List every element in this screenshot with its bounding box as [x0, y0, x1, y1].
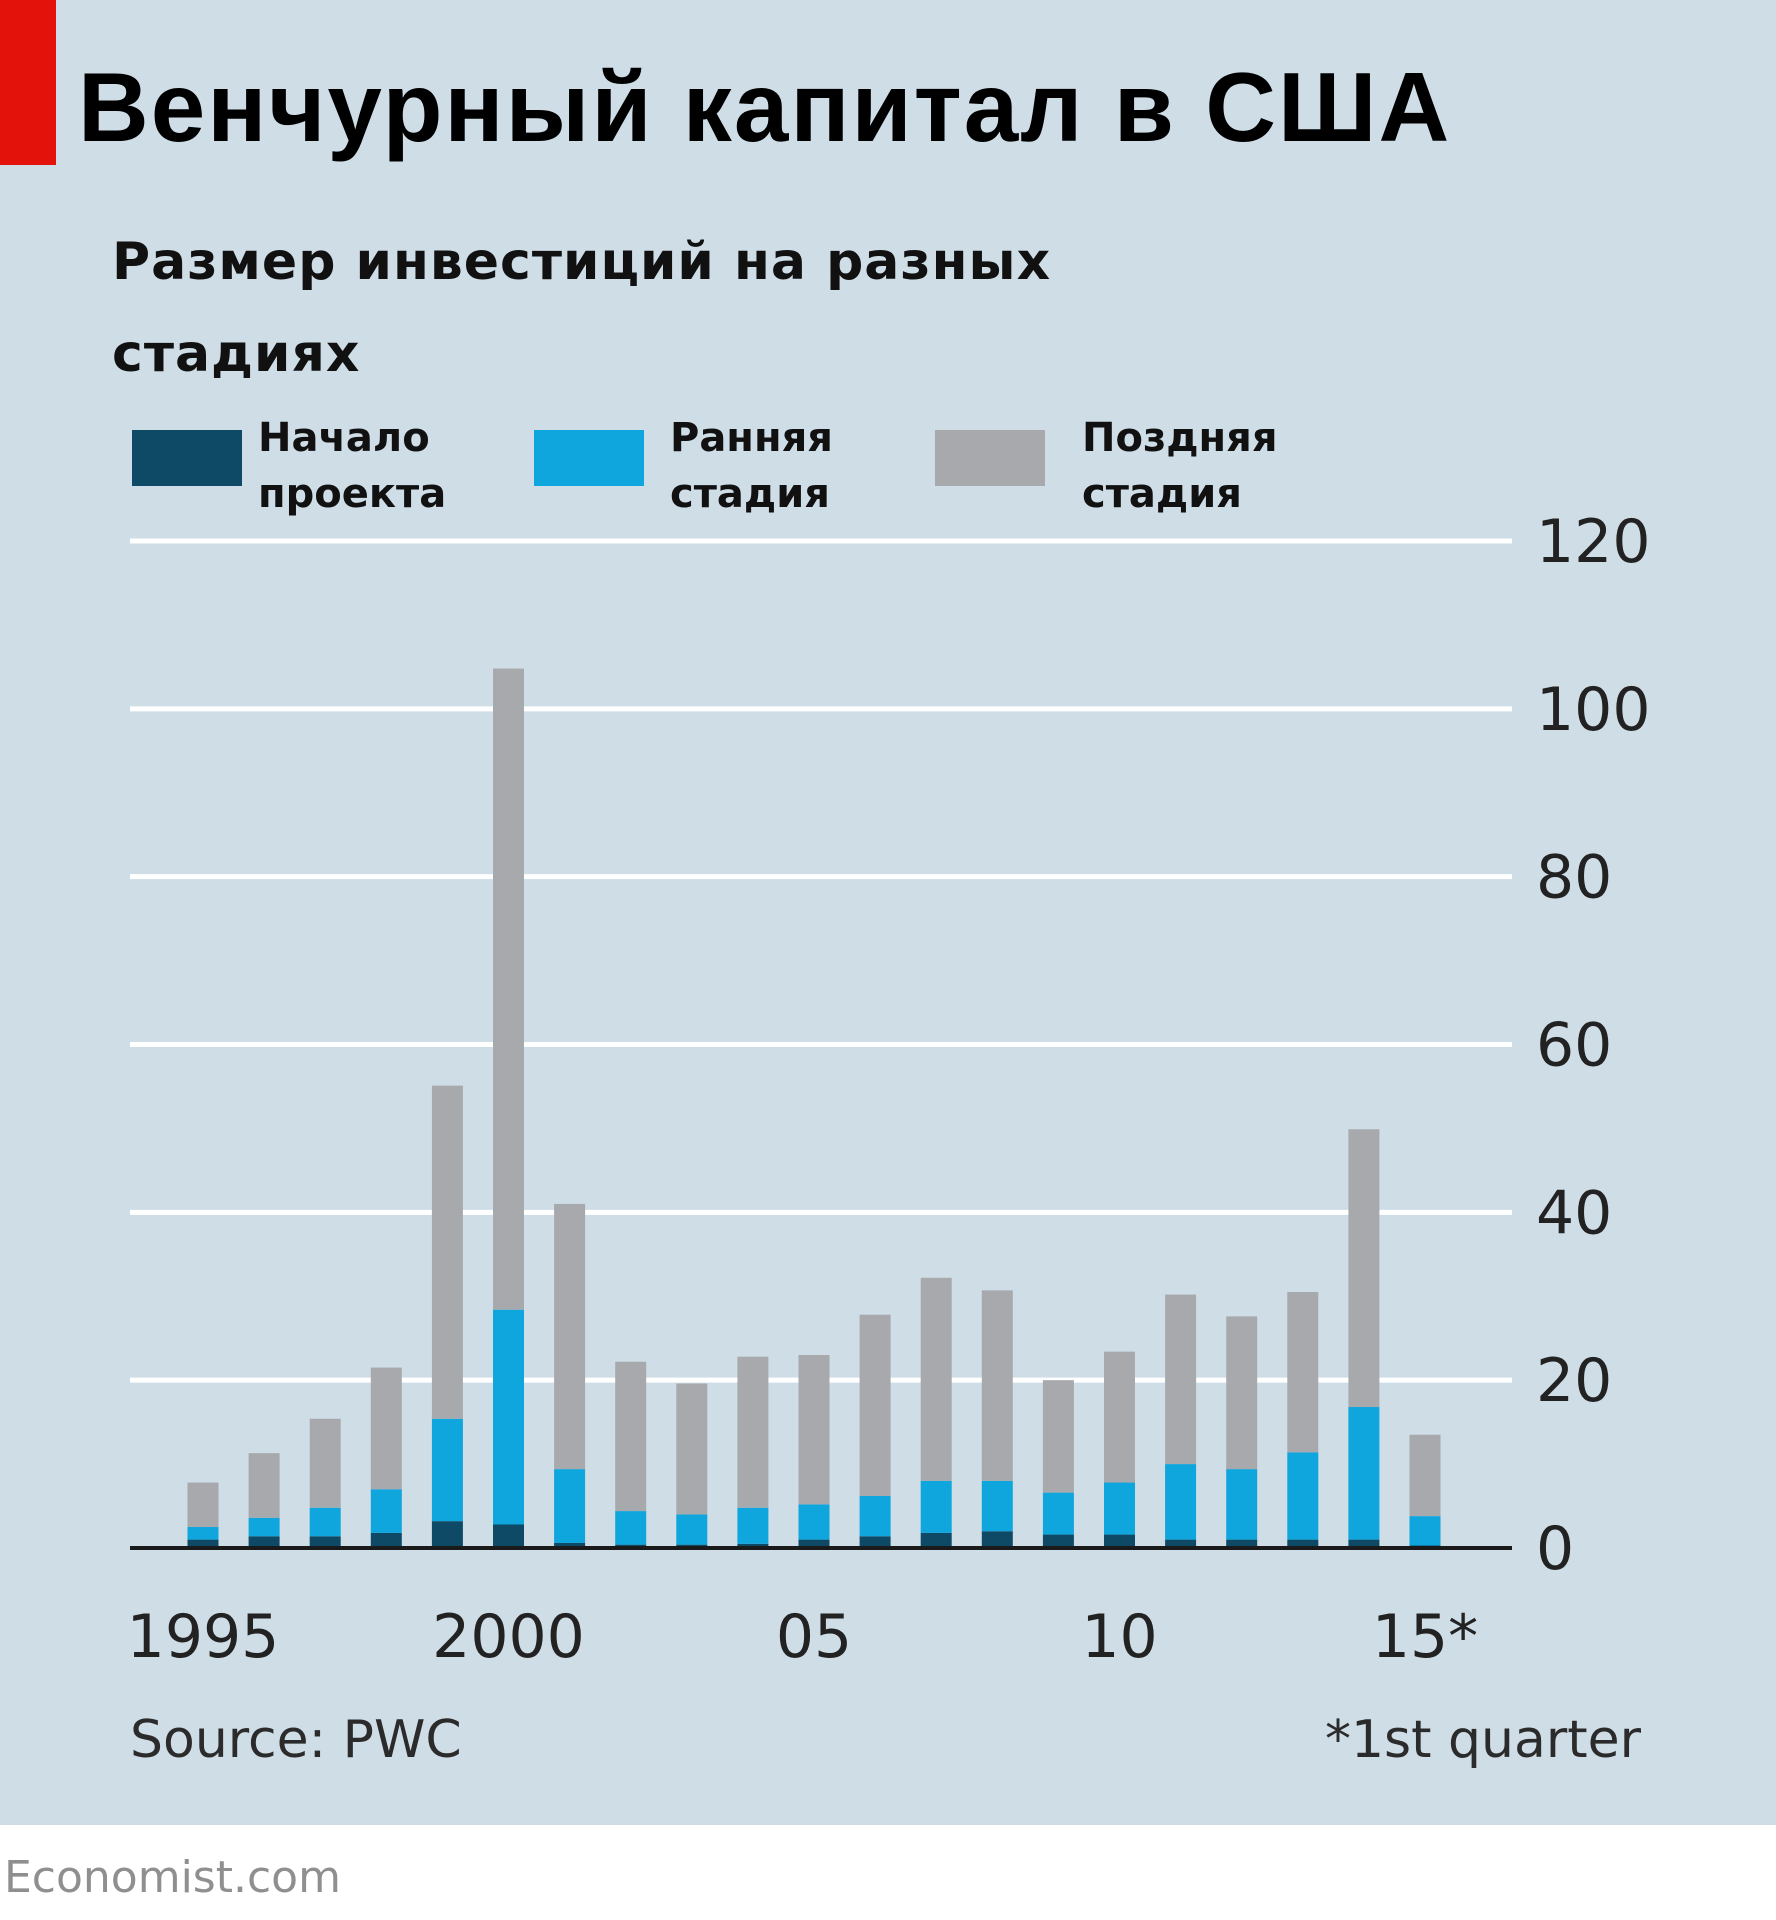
bar-early-2003	[676, 1514, 708, 1545]
bar-late-2008	[981, 1290, 1013, 1481]
legend-label-late-line2: стадия	[1082, 471, 1242, 517]
bar-early-2011	[1165, 1464, 1197, 1540]
bar-seed-2013	[1287, 1539, 1319, 1548]
legend-label-late-line1: Поздняя	[1082, 415, 1278, 461]
legend-swatch-seed	[132, 430, 242, 486]
bar-late-2006	[859, 1314, 891, 1496]
y-tick-label: 80	[1536, 843, 1612, 913]
bar-seed-2006	[859, 1536, 891, 1548]
legend-label-early: Ранняя стадия	[670, 410, 930, 522]
bar-seed-2011	[1165, 1539, 1197, 1548]
bar-early-2005	[798, 1504, 830, 1540]
bar-seed-2001	[554, 1542, 586, 1548]
legend-swatch-early	[534, 430, 644, 486]
bar-early-2010	[1104, 1482, 1135, 1535]
bar-seed-2000	[493, 1524, 524, 1548]
footnote: *1st quarter	[1324, 1710, 1641, 1770]
chart-panel: Венчурный капитал в США Размер инвестици…	[0, 0, 1776, 1825]
bar-seed-2008	[981, 1531, 1013, 1548]
chart-subtitle: Размер инвестиций на разных стадиях	[112, 232, 1052, 384]
x-tick-label: 10	[1081, 1602, 1157, 1672]
x-tick-label: 15*	[1372, 1602, 1478, 1672]
legend-label-late: Поздняя стадия	[1082, 410, 1342, 522]
source-note: Source: PWC	[130, 1710, 462, 1770]
y-tick-label: 60	[1536, 1011, 1612, 1081]
y-tick-label: 20	[1536, 1346, 1612, 1416]
bar-late-2007	[920, 1277, 952, 1481]
bar-early-1996	[248, 1517, 280, 1537]
y-tick-label: 120	[1536, 507, 1651, 577]
bar-early-2006	[859, 1495, 891, 1537]
bar-late-1995	[187, 1482, 219, 1528]
bar-early-1999	[431, 1418, 463, 1522]
bar-early-2012	[1226, 1469, 1258, 1540]
stacked-bar-chart: 0 20 40 60 80 100 120 1995 2000 05 10 15*	[127, 507, 1651, 1672]
bar-early-2004	[737, 1507, 769, 1544]
x-tick-label: 1995	[127, 1602, 280, 1672]
legend-label-seed: Начало проекта	[258, 410, 518, 522]
chart-title: Венчурный капитал в США	[78, 52, 1452, 162]
bars	[187, 668, 1441, 1548]
bar-early-1995	[187, 1527, 219, 1540]
bar-early-2002	[615, 1511, 647, 1545]
bar-seed-2010	[1104, 1534, 1135, 1548]
legend-label-seed-line2: проекта	[258, 471, 447, 517]
bar-seed-2007	[920, 1532, 952, 1548]
bar-late-1998	[370, 1367, 402, 1490]
bar-late-2013	[1287, 1292, 1319, 1453]
bar-late-2002	[615, 1361, 647, 1512]
bar-seed-2014	[1348, 1539, 1380, 1548]
bar-late-1996	[248, 1453, 280, 1518]
bar-seed-1996	[248, 1536, 280, 1548]
bar-seed-2004	[737, 1543, 769, 1548]
bar-early-1998	[370, 1489, 402, 1533]
bar-early-2013	[1287, 1452, 1319, 1540]
bar-early-2014	[1348, 1407, 1380, 1540]
bar-early-2008	[981, 1480, 1013, 1532]
y-tick-label: 0	[1536, 1514, 1574, 1584]
bar-late-2005	[798, 1354, 830, 1505]
bar-early-2015	[1409, 1516, 1441, 1546]
legend-swatch-late	[935, 430, 1045, 486]
bar-late-2001	[554, 1203, 586, 1470]
bar-late-2000	[493, 668, 524, 1310]
bar-late-1999	[431, 1085, 463, 1419]
bar-seed-2012	[1226, 1539, 1258, 1548]
y-tick-label: 40	[1536, 1178, 1612, 1248]
legend-label-early-line2: стадия	[670, 471, 830, 517]
y-tick-label: 100	[1536, 675, 1651, 745]
bar-seed-1998	[370, 1532, 402, 1548]
bar-late-1997	[309, 1418, 341, 1508]
accent-red-bar	[0, 0, 56, 165]
legend-label-early-line1: Ранняя	[670, 415, 833, 461]
bar-late-2014	[1348, 1129, 1380, 1408]
bar-late-2009	[1042, 1380, 1074, 1493]
bar-late-2015	[1409, 1434, 1441, 1517]
bar-seed-1995	[187, 1539, 219, 1548]
bar-seed-1997	[309, 1536, 341, 1548]
legend-label-seed-line1: Начало	[258, 415, 430, 461]
bar-seed-1999	[431, 1521, 463, 1548]
x-tick-label: 2000	[432, 1602, 585, 1672]
bar-late-2011	[1165, 1294, 1197, 1465]
bar-early-2000	[493, 1309, 524, 1525]
bar-late-2012	[1226, 1316, 1258, 1470]
bar-early-1997	[309, 1507, 341, 1537]
bar-late-2003	[676, 1383, 708, 1515]
axes: 0 20 40 60 80 100 120 1995 2000 05 10 15*	[127, 507, 1651, 1672]
bar-seed-2005	[798, 1539, 830, 1548]
bar-seed-2009	[1042, 1534, 1074, 1548]
gridlines	[130, 538, 1512, 1383]
bar-late-2004	[737, 1356, 769, 1508]
bar-late-2010	[1104, 1351, 1135, 1483]
bar-early-2001	[554, 1469, 586, 1543]
bar-early-2009	[1042, 1492, 1074, 1535]
x-tick-label: 05	[776, 1602, 852, 1672]
bar-early-2007	[920, 1480, 952, 1533]
economist-watermark: Economist.com	[4, 1852, 341, 1903]
